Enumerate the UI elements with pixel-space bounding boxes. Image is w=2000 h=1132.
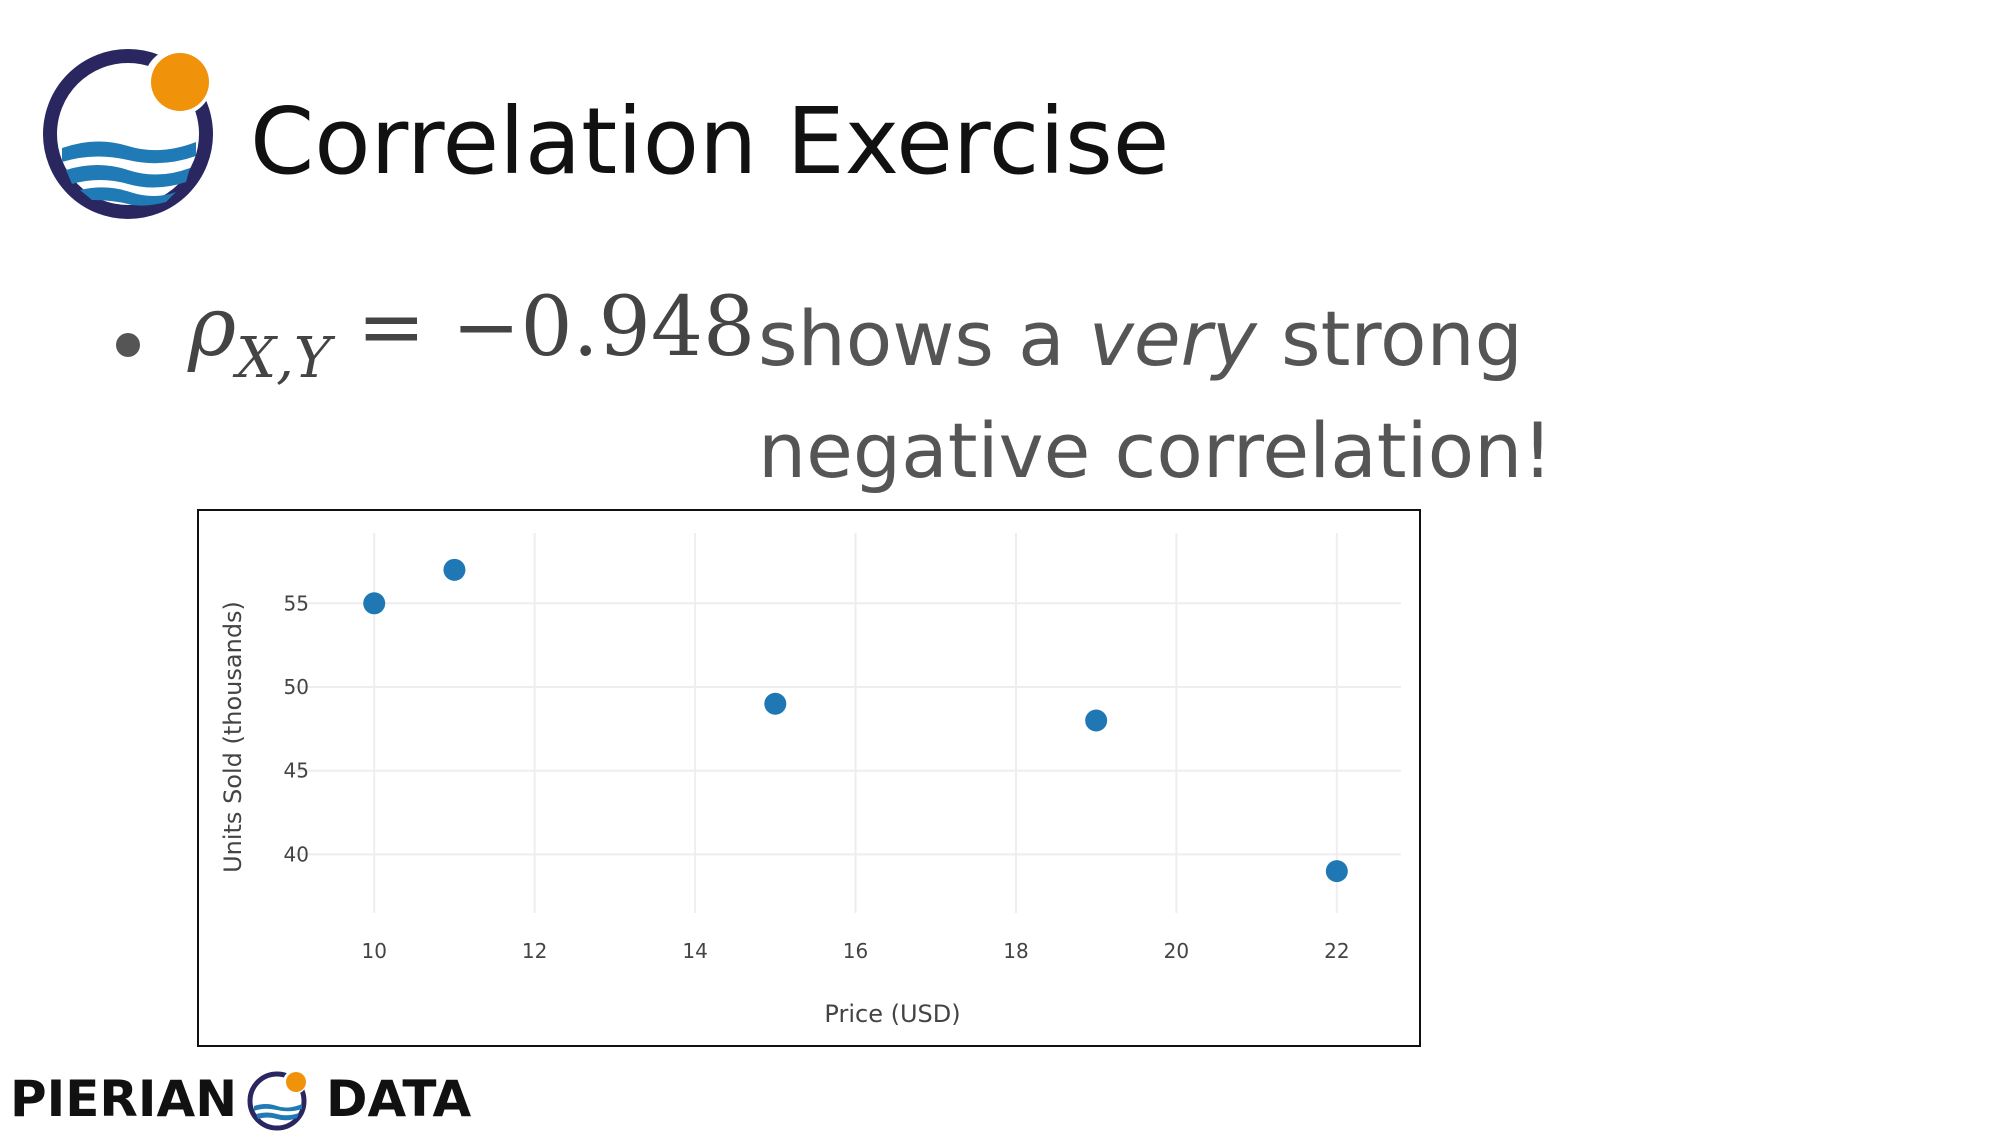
y-tick-label: 50 [284,675,309,699]
bullet-point [116,333,140,357]
scatter-chart-svg: 10 12 14 16 18 20 22 40 45 50 55 Price (USD) Units S… [219,533,1401,1028]
equals-sign: = [356,280,426,375]
statement-line-1-pre: shows a [758,294,1089,383]
correlation-value: −0.948 [451,280,756,375]
correlation-statement: shows a very strong negative correlation… [758,283,1553,507]
statement-line-2: negative correlation! [758,406,1553,495]
statement-emphasis: very [1088,294,1257,383]
y-tick-label: 40 [284,842,309,866]
x-axis-label: Price (USD) [824,1000,960,1028]
footer-brand-right: DATA [326,1070,472,1128]
x-tick-label: 16 [843,939,868,963]
data-point [443,558,466,581]
x-tick-label: 20 [1164,939,1189,963]
data-point [764,692,787,715]
x-tick-label: 14 [682,939,707,963]
slide-title: Correlation Exercise [250,88,1170,195]
footer-logo-icon [247,1070,307,1131]
x-tick-label: 22 [1324,939,1349,963]
rho-subscript: X,Y [236,326,331,391]
y-axis-label: Units Sold (thousands) [219,601,247,873]
correlation-formula: ρX,Y = −0.948 [188,280,755,391]
rho-symbol: ρ [188,280,237,375]
y-tick-label: 55 [284,591,309,615]
data-point [1325,860,1348,883]
footer-brand-left: PIERIAN [10,1070,238,1128]
data-point [363,592,386,615]
x-tick-label: 10 [361,939,386,963]
x-tick-label: 18 [1003,939,1028,963]
statement-line-1-post: strong [1256,294,1523,383]
statement-line-1: shows a very strong [758,283,1553,395]
data-point [1085,709,1108,732]
scatter-chart: 10 12 14 16 18 20 22 40 45 50 55 Price (USD) Units S… [197,509,1421,1047]
x-tick-label: 12 [522,939,547,963]
y-tick-label: 45 [284,759,309,783]
pierian-logo-icon [43,48,213,219]
